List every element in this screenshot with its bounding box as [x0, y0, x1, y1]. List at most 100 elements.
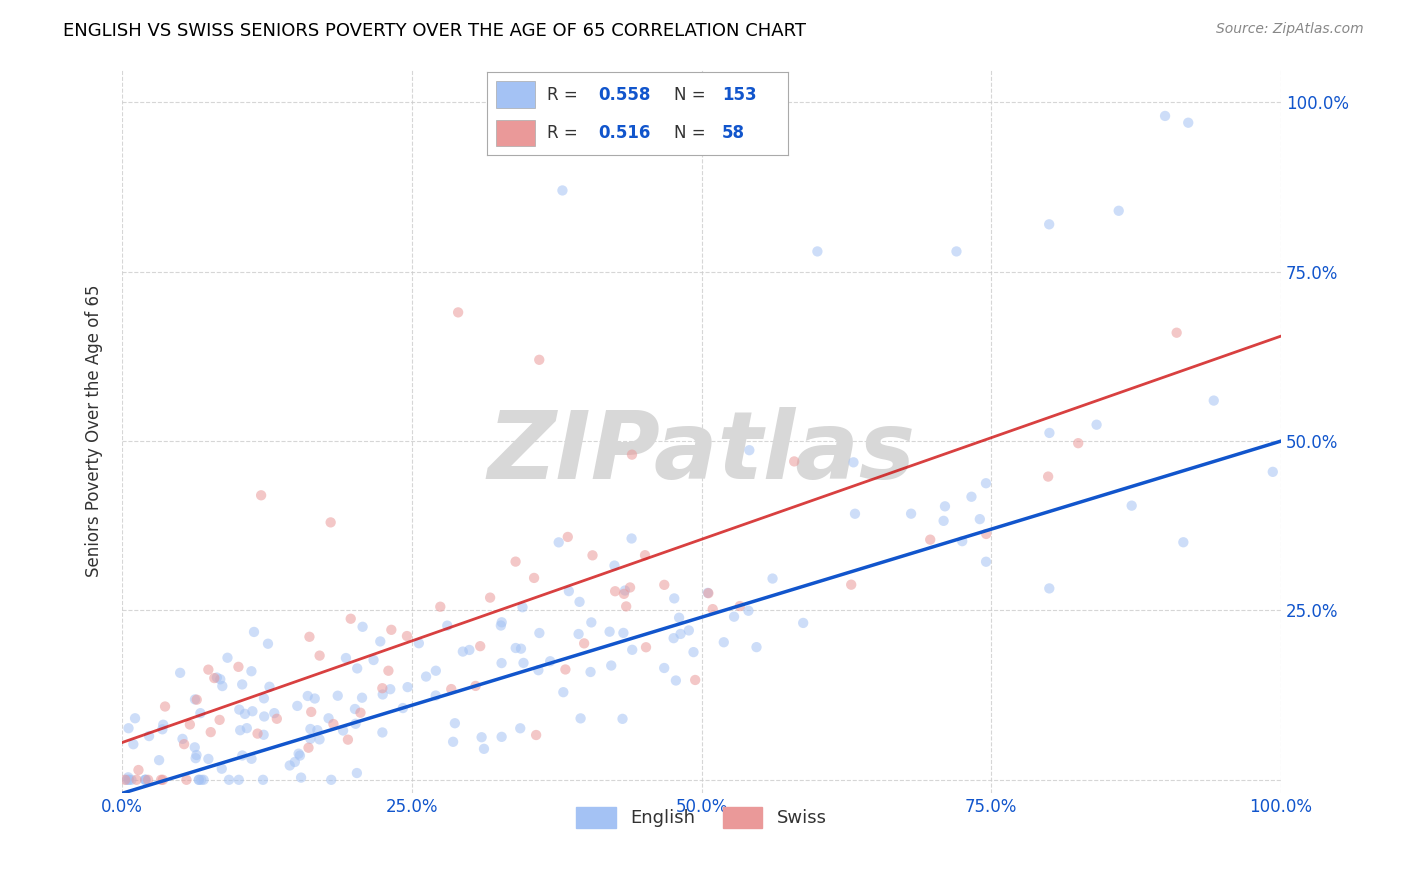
Text: ZIPatlas: ZIPatlas [488, 407, 915, 499]
Point [974, 527, 997, 541]
Point [669, 627, 692, 641]
Point [436, 618, 458, 632]
Point [950, 534, 973, 549]
Point [169, 665, 191, 680]
Point [505, 555, 527, 569]
Point [612, 626, 634, 640]
Point [288, 748, 311, 763]
Point [172, 731, 194, 746]
Point [1085, 417, 1108, 432]
Point [266, 712, 288, 726]
Point [368, 634, 391, 648]
Point [568, 595, 591, 609]
Point [236, 721, 259, 735]
Point [253, 691, 276, 706]
Point [346, 766, 368, 780]
Point [121, 772, 143, 787]
Point [380, 682, 402, 697]
Point [186, 747, 208, 762]
Point [285, 698, 308, 713]
Point [738, 443, 761, 458]
Point [380, 623, 402, 637]
Point [321, 772, 343, 787]
Point [259, 680, 281, 694]
Point [117, 721, 139, 735]
Point [568, 627, 591, 641]
Point [491, 615, 513, 630]
Point [538, 654, 561, 668]
Point [415, 669, 437, 683]
Point [444, 716, 467, 731]
Point [150, 723, 173, 737]
Point [512, 656, 534, 670]
Point [581, 615, 603, 630]
Point [150, 772, 173, 787]
Point [299, 705, 322, 719]
Point [350, 690, 373, 705]
Point [184, 751, 207, 765]
Point [737, 604, 759, 618]
Point [297, 689, 319, 703]
Point [363, 653, 385, 667]
Point [122, 737, 145, 751]
Point [529, 626, 551, 640]
Point [470, 639, 492, 653]
Point [761, 572, 783, 586]
Point [326, 689, 349, 703]
Point [1108, 203, 1130, 218]
Point [253, 709, 276, 723]
Point [197, 663, 219, 677]
Point [569, 711, 592, 725]
Point [124, 711, 146, 725]
Point [190, 706, 212, 721]
Point [253, 728, 276, 742]
Point [184, 740, 207, 755]
Point [557, 530, 579, 544]
Point [634, 640, 657, 655]
Point [1121, 499, 1143, 513]
Point [395, 629, 418, 643]
Point [173, 737, 195, 751]
Point [187, 772, 209, 787]
Point [1166, 326, 1188, 340]
Point [240, 665, 263, 679]
Point [614, 599, 637, 614]
Point [287, 747, 309, 761]
Point [783, 454, 806, 468]
Legend: English, Swiss: English, Swiss [569, 800, 834, 835]
Point [512, 600, 534, 615]
Point [179, 717, 201, 731]
Point [344, 716, 367, 731]
Point [969, 512, 991, 526]
Point [118, 772, 141, 787]
Point [1173, 535, 1195, 549]
Point [529, 352, 551, 367]
Point [371, 681, 394, 696]
Point [612, 712, 634, 726]
Point [152, 717, 174, 731]
Point [228, 703, 250, 717]
Point [233, 706, 256, 721]
Point [1038, 582, 1060, 596]
Point [900, 507, 922, 521]
Point [665, 673, 688, 688]
Point [349, 706, 371, 720]
Point [603, 558, 626, 573]
Point [153, 699, 176, 714]
Point [135, 772, 157, 787]
Point [581, 549, 603, 563]
Point [284, 755, 307, 769]
Point [945, 244, 967, 259]
Point [371, 725, 394, 739]
Point [371, 688, 394, 702]
Point [211, 762, 233, 776]
Point [205, 671, 228, 685]
Point [464, 679, 486, 693]
Point [440, 682, 463, 697]
Point [297, 740, 319, 755]
Point [125, 772, 148, 787]
Point [728, 599, 751, 613]
Point [491, 656, 513, 670]
Point [842, 455, 865, 469]
Point [1067, 436, 1090, 450]
